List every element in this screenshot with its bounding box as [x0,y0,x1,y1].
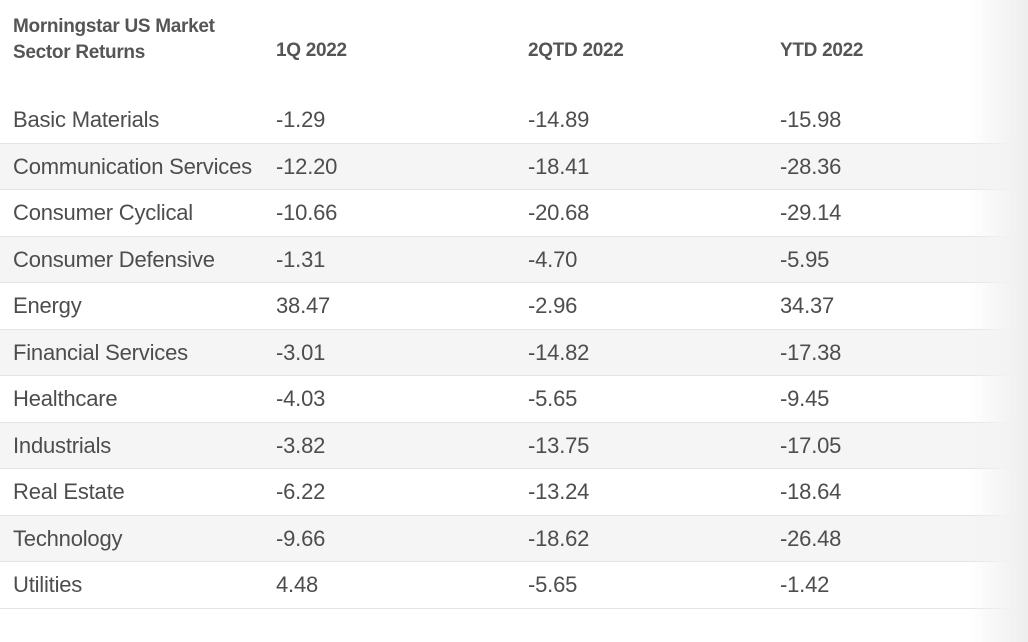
sector-name-cell: Consumer Defensive [13,246,215,272]
return-value-cell: -28.36 [780,153,842,179]
return-value-cell: -2.96 [528,293,578,318]
sector-name-cell: Financial Services [13,339,188,365]
return-value-cell: 4.48 [276,572,319,597]
sector-name-cell: Industrials [13,432,112,458]
return-value-cell: -13.75 [528,432,590,458]
table-row: Consumer Defensive -1.31 -4.70 -5.95 [0,236,1020,283]
return-value-cell: -3.82 [276,432,326,458]
table-row: Healthcare -4.03 -5.65 -9.45 [0,376,1020,423]
return-value-cell: -20.68 [528,200,590,225]
sector-name-cell: Real Estate [13,479,125,504]
return-value-cell: -1.42 [780,572,830,597]
table-title-line2: Sector Returns [13,42,146,63]
table-title-line1: Morningstar US Market [13,16,215,37]
return-value-cell: -3.01 [276,339,326,365]
sector-name-cell: Communication Services [13,153,252,179]
return-value-cell: -18.62 [528,525,590,551]
return-value-cell: -4.03 [276,386,326,411]
return-value-cell: -13.24 [528,479,590,504]
return-value-cell: -15.98 [780,107,842,132]
return-value-cell: -1.29 [276,107,326,132]
return-value-cell: -12.20 [276,153,338,179]
column-header-ytd-2022: YTD 2022 [780,40,864,61]
table-header: Morningstar US Market Sector Returns 1Q … [0,0,1020,92]
table-row: Basic Materials -1.29 -14.89 -15.98 [0,97,1020,144]
return-value-cell: -18.41 [528,153,590,179]
return-value-cell: -9.66 [276,525,326,551]
return-value-cell: -5.95 [780,246,830,272]
sector-name-cell: Healthcare [13,386,118,411]
return-value-cell: -4.70 [528,246,578,272]
return-value-cell: -26.48 [780,525,842,551]
table-row: Real Estate -6.22 -13.24 -18.64 [0,469,1020,516]
table-row: Communication Services -12.20 -18.41 -28.36 [0,143,1020,190]
return-value-cell: -5.65 [528,386,578,411]
table-row: Consumer Cyclical -10.66 -20.68 -29.14 [0,190,1020,237]
column-header-2qtd-2022: 2QTD 2022 [528,40,624,61]
sector-name-cell: Utilities [13,572,83,597]
return-value-cell: -10.66 [276,200,338,225]
return-value-cell: -14.82 [528,339,590,365]
return-value-cell: -9.45 [780,386,830,411]
table-row: Technology -9.66 -18.62 -26.48 [0,515,1020,562]
return-value-cell: -1.31 [276,246,326,272]
table-row: Energy 38.47 -2.96 34.37 [0,283,1020,330]
return-value-cell: -6.22 [276,479,326,504]
table-row: Industrials -3.82 -13.75 -17.05 [0,422,1020,469]
column-header-1q-2022: 1Q 2022 [276,40,347,61]
return-value-cell: -17.38 [780,339,842,365]
table-title: Morningstar US Market Sector Returns [13,14,253,66]
sector-returns-table: Morningstar US Market Sector Returns 1Q … [0,0,1020,609]
sector-name-cell: Basic Materials [13,107,160,132]
return-value-cell: 38.47 [276,293,331,318]
sector-name-cell: Energy [13,293,82,318]
return-value-cell: -5.65 [528,572,578,597]
table-row: Utilities 4.48 -5.65 -1.42 [0,562,1020,609]
return-value-cell: -17.05 [780,432,842,458]
table-body: Basic Materials -1.29 -14.89 -15.98 Communic… [0,97,1020,609]
return-value-cell: -29.14 [780,200,842,225]
sector-name-cell: Technology [13,525,123,551]
sector-name-cell: Consumer Cyclical [13,200,193,225]
return-value-cell: 34.37 [780,293,835,318]
return-value-cell: -14.89 [528,107,590,132]
return-value-cell: -18.64 [780,479,842,504]
table-row: Financial Services -3.01 -14.82 -17.38 [0,329,1020,376]
